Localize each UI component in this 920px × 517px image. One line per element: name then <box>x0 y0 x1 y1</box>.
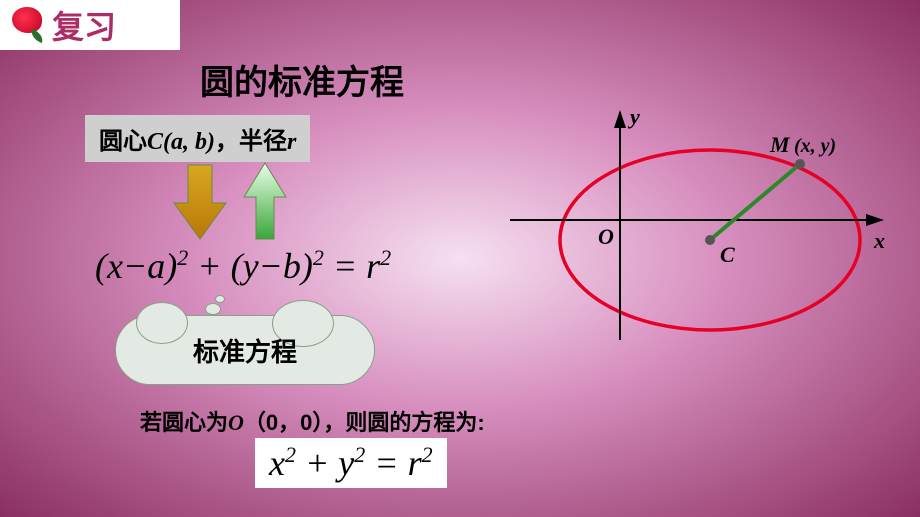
svg-text:O: O <box>598 224 614 249</box>
center-c: C <box>147 129 163 155</box>
origin-equation: x2 + y2 = r2 <box>255 438 447 488</box>
circle-diagram: y x O C M(x, y) <box>490 100 890 360</box>
badge-text: 复习 <box>52 2 116 48</box>
svg-text:M: M <box>769 132 791 157</box>
svg-text:x: x <box>873 228 885 253</box>
arrows-area <box>160 155 300 245</box>
label-cloud: 标准方程 <box>115 315 375 385</box>
center-prefix: 圆心 <box>99 128 147 155</box>
standard-equation: (x−a)2 + (y−b)2 = r2 <box>95 245 391 287</box>
arrow-up-icon <box>240 155 290 245</box>
sent-coords: （0，0） <box>244 410 323 435</box>
review-badge: 复习 <box>0 0 180 50</box>
rose-icon <box>8 5 48 45</box>
bubble-small-1 <box>215 295 225 303</box>
cloud-label: 标准方程 <box>193 332 297 369</box>
center-r: r <box>287 129 296 155</box>
page-title: 圆的标准方程 <box>200 55 404 104</box>
svg-text:C: C <box>720 242 735 267</box>
origin-sentence: 若圆心为O（0，0），则圆的方程为: <box>140 405 485 437</box>
sent-suffix: ，则圆的方程为: <box>323 410 484 435</box>
center-ab: (a, b) <box>163 129 215 155</box>
svg-text:(x, y): (x, y) <box>794 135 836 157</box>
eq1-content: (x−a)2 + (y−b)2 = r2 <box>95 246 391 286</box>
arrow-down-icon <box>170 155 230 245</box>
svg-text:y: y <box>627 104 640 129</box>
sent-o: O <box>228 410 244 435</box>
bubble-small-2 <box>205 303 221 315</box>
center-sep: ，半径 <box>215 128 287 155</box>
sent-prefix: 若圆心为 <box>140 410 228 435</box>
